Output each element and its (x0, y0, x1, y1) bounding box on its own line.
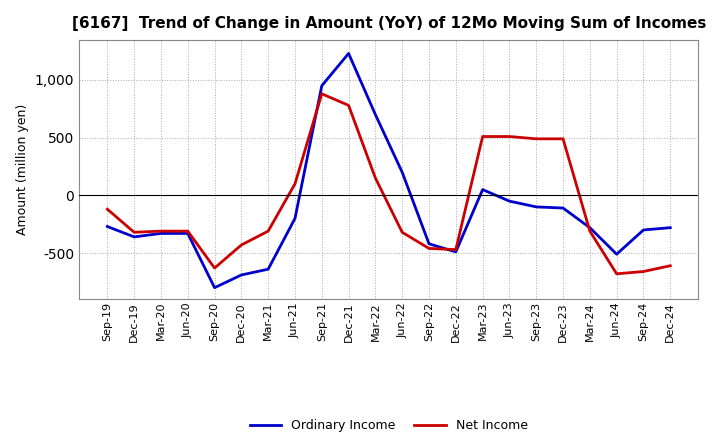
Ordinary Income (478, 187, 487, 192)
Title: [6167]  Trend of Change in Amount (YoY) of 12Mo Moving Sum of Incomes: [6167] Trend of Change in Amount (YoY) o… (71, 16, 706, 32)
Ordinary Income (585, 225, 594, 230)
Net Income (103, 206, 112, 212)
Ordinary Income (264, 267, 272, 272)
Net Income (318, 91, 326, 96)
Ordinary Income (318, 83, 326, 88)
Ordinary Income (666, 225, 675, 230)
Legend: Ordinary Income, Net Income: Ordinary Income, Net Income (245, 414, 533, 437)
Net Income (639, 269, 648, 274)
Net Income (451, 247, 460, 252)
Ordinary Income (157, 231, 166, 236)
Net Income (559, 136, 567, 142)
Ordinary Income (425, 241, 433, 246)
Net Income (505, 134, 514, 139)
Net Income (157, 228, 166, 234)
Line: Ordinary Income: Ordinary Income (107, 53, 670, 288)
Net Income (532, 136, 541, 142)
Net Income (666, 263, 675, 268)
Ordinary Income (103, 224, 112, 229)
Net Income (585, 228, 594, 234)
Ordinary Income (371, 112, 379, 117)
Ordinary Income (451, 249, 460, 254)
Ordinary Income (639, 227, 648, 233)
Net Income (264, 228, 272, 234)
Ordinary Income (505, 198, 514, 204)
Net Income (371, 176, 379, 181)
Net Income (130, 230, 138, 235)
Ordinary Income (398, 170, 407, 175)
Ordinary Income (237, 272, 246, 278)
Ordinary Income (532, 204, 541, 209)
Line: Net Income: Net Income (107, 94, 670, 274)
Net Income (425, 246, 433, 251)
Net Income (612, 271, 621, 276)
Net Income (344, 103, 353, 108)
Ordinary Income (130, 234, 138, 239)
Y-axis label: Amount (million yen): Amount (million yen) (17, 104, 30, 235)
Net Income (210, 265, 219, 271)
Ordinary Income (291, 216, 300, 221)
Ordinary Income (612, 252, 621, 257)
Net Income (184, 228, 192, 234)
Net Income (478, 134, 487, 139)
Net Income (237, 242, 246, 248)
Net Income (398, 230, 407, 235)
Ordinary Income (559, 205, 567, 211)
Net Income (291, 181, 300, 187)
Ordinary Income (184, 231, 192, 236)
Ordinary Income (210, 285, 219, 290)
Ordinary Income (344, 51, 353, 56)
